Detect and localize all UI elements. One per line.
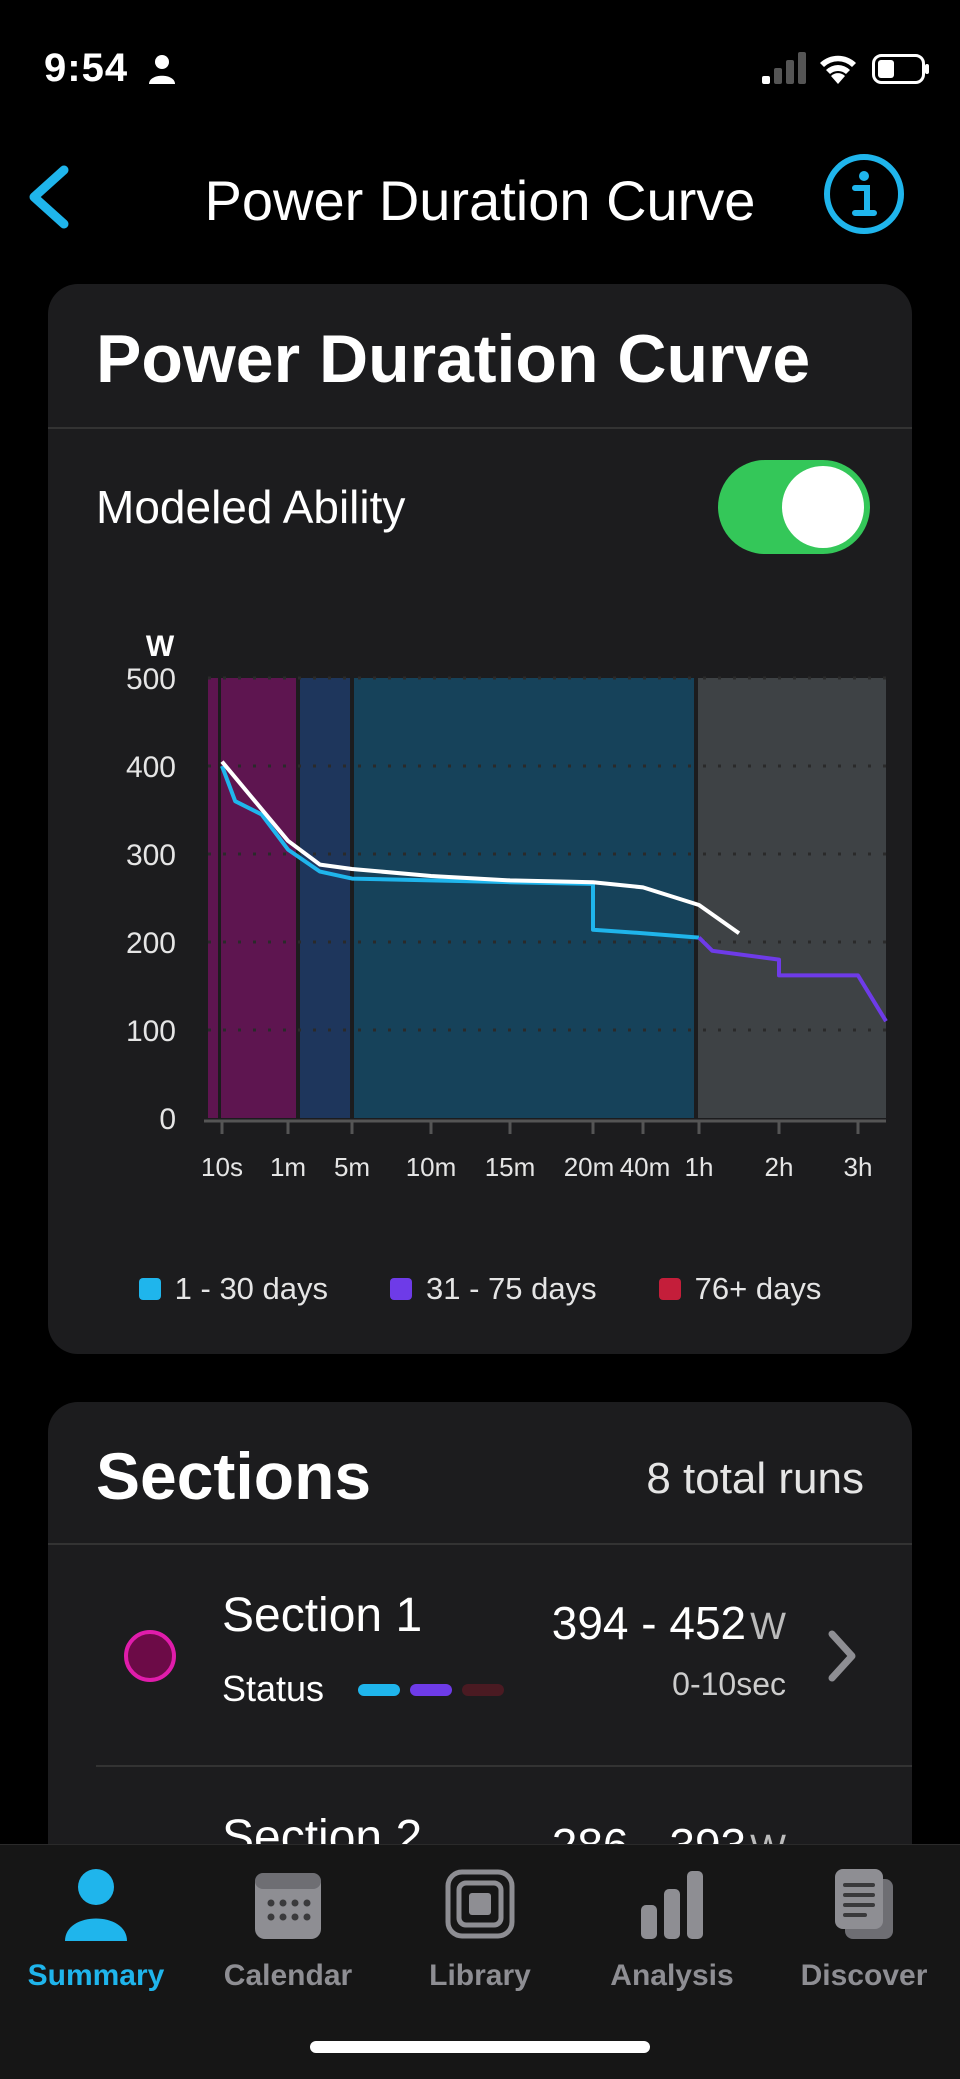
x-tick-label: 2h	[765, 1152, 794, 1182]
status-indicator	[358, 1684, 504, 1696]
y-tick-label: 300	[126, 839, 176, 872]
tab-library[interactable]: Library	[384, 1865, 576, 2015]
section-color-dot	[124, 1630, 176, 1682]
modeled-ability-toggle[interactable]	[718, 460, 870, 554]
x-tick-label: 5m	[334, 1152, 370, 1182]
bar-chart-icon	[641, 1871, 703, 1939]
x-tick-label: 40m	[620, 1152, 671, 1182]
zone-4-band	[698, 678, 886, 1118]
calendar-icon	[255, 1873, 321, 1939]
legend-label: 76+ days	[694, 1271, 822, 1306]
sections-title: Sections	[96, 1439, 372, 1513]
tab-bar: Summary Calendar Library Analysis	[0, 1844, 960, 2079]
x-tick-label: 20m	[564, 1152, 615, 1182]
section-power-range: 394 - 452 W	[552, 1596, 786, 1650]
series-line-1	[220, 765, 700, 940]
tab-label: Analysis	[610, 1959, 734, 1992]
section-name: Section 1	[222, 1589, 423, 1642]
legend-label: 1 - 30 days	[174, 1271, 329, 1306]
power-range-value: 394 - 452	[551, 1597, 747, 1649]
legend-swatch	[658, 1278, 681, 1300]
card-divider	[48, 1543, 912, 1545]
tab-label: Discover	[800, 1959, 928, 1992]
info-button[interactable]	[822, 152, 906, 236]
tab-analysis[interactable]: Analysis	[576, 1865, 768, 2015]
y-tick-label: 100	[126, 1015, 176, 1048]
zone-separator	[218, 678, 221, 1118]
person-icon	[65, 1869, 127, 1941]
battery-icon	[872, 54, 929, 84]
tab-label: Calendar	[223, 1959, 353, 1992]
section-row-1[interactable]: Section 1 Status 394 - 452 W 0-10sec	[48, 1544, 912, 1766]
x-tick-label: 10m	[406, 1152, 457, 1182]
cellular-signal-icon	[762, 52, 806, 84]
status-time: 9:54	[44, 46, 129, 90]
series-line-2	[697, 936, 888, 1023]
y-tick-label: 400	[126, 751, 176, 784]
chart-legend: 1 - 30 days 31 - 75 days 76+ days	[48, 1264, 912, 1314]
power-unit: W	[750, 1606, 786, 1648]
back-button[interactable]	[18, 162, 78, 232]
zone-2-band	[300, 678, 350, 1118]
y-axis-label: W	[146, 630, 175, 663]
status-segment-old	[462, 1684, 504, 1696]
document-icon	[835, 1869, 893, 1939]
status-label: Status	[222, 1668, 325, 1709]
y-tick-label: 200	[126, 927, 176, 960]
legend-swatch	[390, 1278, 413, 1300]
y-tick-label: 500	[126, 663, 176, 696]
zone-3-band	[354, 678, 694, 1118]
card-title: Power Duration Curve	[96, 321, 811, 397]
legend-item: 76+ days	[658, 1264, 822, 1314]
zone-1-band	[208, 678, 296, 1118]
tab-label: Library	[429, 1959, 531, 1992]
navigation-bar: Power Duration Curve	[0, 140, 960, 250]
legend-label: 31 - 75 days	[426, 1271, 597, 1306]
page-title: Power Duration Curve	[204, 169, 756, 232]
x-tick-label: 1h	[685, 1152, 714, 1182]
x-tick-label: 3h	[844, 1152, 873, 1182]
wifi-icon	[820, 55, 856, 84]
chevron-right-icon	[828, 1630, 856, 1682]
series-line-3	[220, 760, 741, 935]
modeled-ability-label: Modeled Ability	[96, 481, 406, 533]
y-tick-label: 0	[159, 1103, 176, 1136]
tab-label: Summary	[27, 1959, 165, 1992]
x-tick-label: 15m	[485, 1152, 536, 1182]
x-tick-label: 10s	[201, 1152, 243, 1182]
home-indicator	[310, 2041, 650, 2053]
legend-item: 31 - 75 days	[390, 1264, 597, 1314]
legend-item: 1 - 30 days	[138, 1264, 329, 1314]
tab-discover[interactable]: Discover	[768, 1865, 960, 2015]
status-segment-recent	[358, 1684, 400, 1696]
toggle-knob	[782, 466, 864, 548]
tab-summary[interactable]: Summary	[0, 1865, 192, 2015]
section-duration: 0-10sec	[672, 1666, 786, 1702]
status-segment-mid	[410, 1684, 452, 1696]
status-bar: 9:54	[0, 0, 960, 130]
legend-swatch	[138, 1278, 161, 1300]
tab-calendar[interactable]: Calendar	[192, 1865, 384, 2015]
library-icon	[445, 1869, 515, 1939]
x-tick-label: 1m	[270, 1152, 306, 1182]
power-duration-curve-card: Power Duration Curve Modeled Ability 0 10…	[48, 284, 912, 1354]
person-icon	[149, 55, 175, 84]
card-divider	[48, 427, 912, 429]
total-runs-count: 8 total runs	[646, 1454, 864, 1503]
row-divider	[96, 1765, 912, 1767]
